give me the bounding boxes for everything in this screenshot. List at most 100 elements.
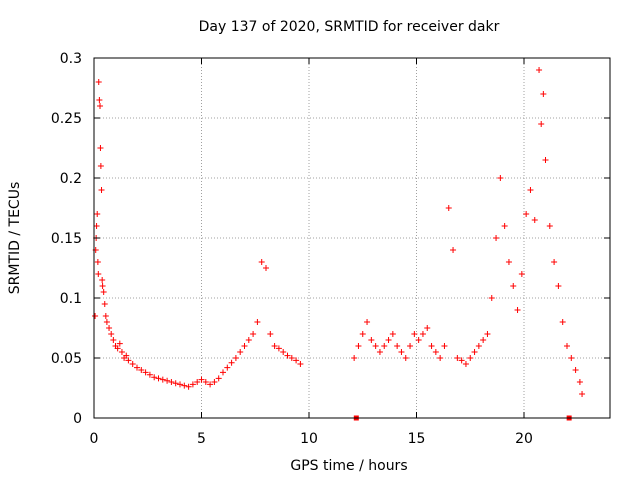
- data-point: [258, 259, 265, 265]
- data-point: [125, 357, 132, 364]
- data-point: [172, 380, 179, 387]
- data-point: [99, 283, 106, 289]
- data-point: [432, 349, 439, 355]
- data-point: [138, 367, 145, 373]
- data-point: [437, 355, 444, 361]
- data-point: [297, 361, 304, 367]
- data-point: [518, 271, 525, 277]
- data-point: [355, 343, 362, 349]
- y-tick-label: 0.3: [60, 51, 82, 67]
- x-tick-label: 5: [197, 431, 206, 447]
- data-point: [103, 319, 110, 325]
- data-point: [96, 97, 103, 103]
- data-point: [92, 313, 99, 319]
- data-point: [280, 349, 287, 355]
- data-point: [555, 283, 562, 289]
- data-point: [454, 355, 461, 361]
- data-point: [445, 205, 452, 211]
- data-point: [493, 235, 500, 241]
- data-point: [116, 340, 123, 347]
- data-point: [177, 381, 183, 388]
- chart-title: Day 137 of 2020, SRMTID for receiver dak…: [199, 19, 500, 35]
- data-point: [108, 331, 115, 337]
- data-point: [351, 355, 358, 361]
- data-point: [559, 319, 566, 325]
- data-point: [275, 345, 282, 352]
- data-point: [540, 91, 547, 97]
- data-point: [546, 223, 553, 229]
- data-point: [527, 187, 534, 193]
- data-point: [237, 349, 244, 355]
- data-point: [402, 355, 409, 361]
- data-point: [415, 337, 422, 343]
- data-point: [501, 223, 508, 229]
- data-point: [194, 379, 201, 385]
- data-point: [536, 67, 543, 73]
- data-point: [288, 355, 295, 361]
- data-point: [189, 381, 196, 388]
- data-point: [164, 377, 171, 384]
- data-point: [576, 379, 583, 385]
- data-point: [95, 79, 102, 85]
- data-point: [215, 375, 222, 382]
- data-point: [97, 103, 104, 109]
- data-point: [381, 343, 388, 349]
- data-point: [428, 343, 435, 349]
- data-point: [185, 383, 192, 390]
- data-point: [359, 331, 366, 337]
- data-point: [114, 345, 121, 352]
- data-point: [542, 157, 549, 163]
- data-point: [245, 337, 252, 343]
- data-point: [505, 259, 512, 265]
- data-point: [224, 364, 231, 371]
- data-point: [523, 211, 530, 217]
- data-point: [123, 352, 130, 359]
- data-point: [102, 313, 109, 319]
- y-axis-title: SRMTID / TECUs: [7, 182, 23, 295]
- x-tick-label: 10: [300, 431, 318, 447]
- data-point: [510, 283, 517, 289]
- data-point: [419, 331, 426, 337]
- data-point: [228, 359, 235, 366]
- y-tick-label: 0: [73, 411, 82, 427]
- data-point: [389, 331, 396, 337]
- data-point: [462, 361, 469, 367]
- data-point: [198, 376, 205, 383]
- data-point: [151, 374, 158, 381]
- data-point: [263, 265, 269, 271]
- data-point: [385, 337, 392, 343]
- data-point: [424, 325, 431, 331]
- data-point: [99, 277, 106, 283]
- data-point: [134, 364, 140, 371]
- data-point: [168, 379, 175, 385]
- data-point: [94, 259, 101, 265]
- data-point: [398, 349, 405, 355]
- data-point: [142, 369, 149, 376]
- data-point: [497, 175, 504, 181]
- data-point: [146, 371, 153, 378]
- data-point: [441, 343, 448, 349]
- data-point: [484, 331, 491, 337]
- data-point: [232, 355, 239, 361]
- data-point: [284, 352, 291, 359]
- data-point: [376, 349, 383, 355]
- data-point: [110, 337, 117, 343]
- x-tick-label: 0: [90, 431, 99, 447]
- data-point: [100, 289, 107, 295]
- data-point: [241, 343, 248, 349]
- data-point: [579, 391, 586, 397]
- data-point: [394, 343, 401, 349]
- data-point: [531, 217, 538, 223]
- x-axis-title: GPS time / hours: [290, 458, 407, 474]
- data-point: [211, 379, 218, 385]
- data-point: [293, 357, 300, 364]
- x-tick-label: 20: [515, 431, 533, 447]
- data-point: [118, 349, 125, 355]
- data-point: [94, 211, 101, 217]
- data-point: [564, 343, 570, 349]
- tick-labels: 0 5 10 15 20 0 0.05 0.1 0.15 0.2 0.25 0.3: [51, 51, 533, 447]
- data-point: [538, 121, 545, 127]
- y-tick-label: 0.2: [60, 171, 82, 187]
